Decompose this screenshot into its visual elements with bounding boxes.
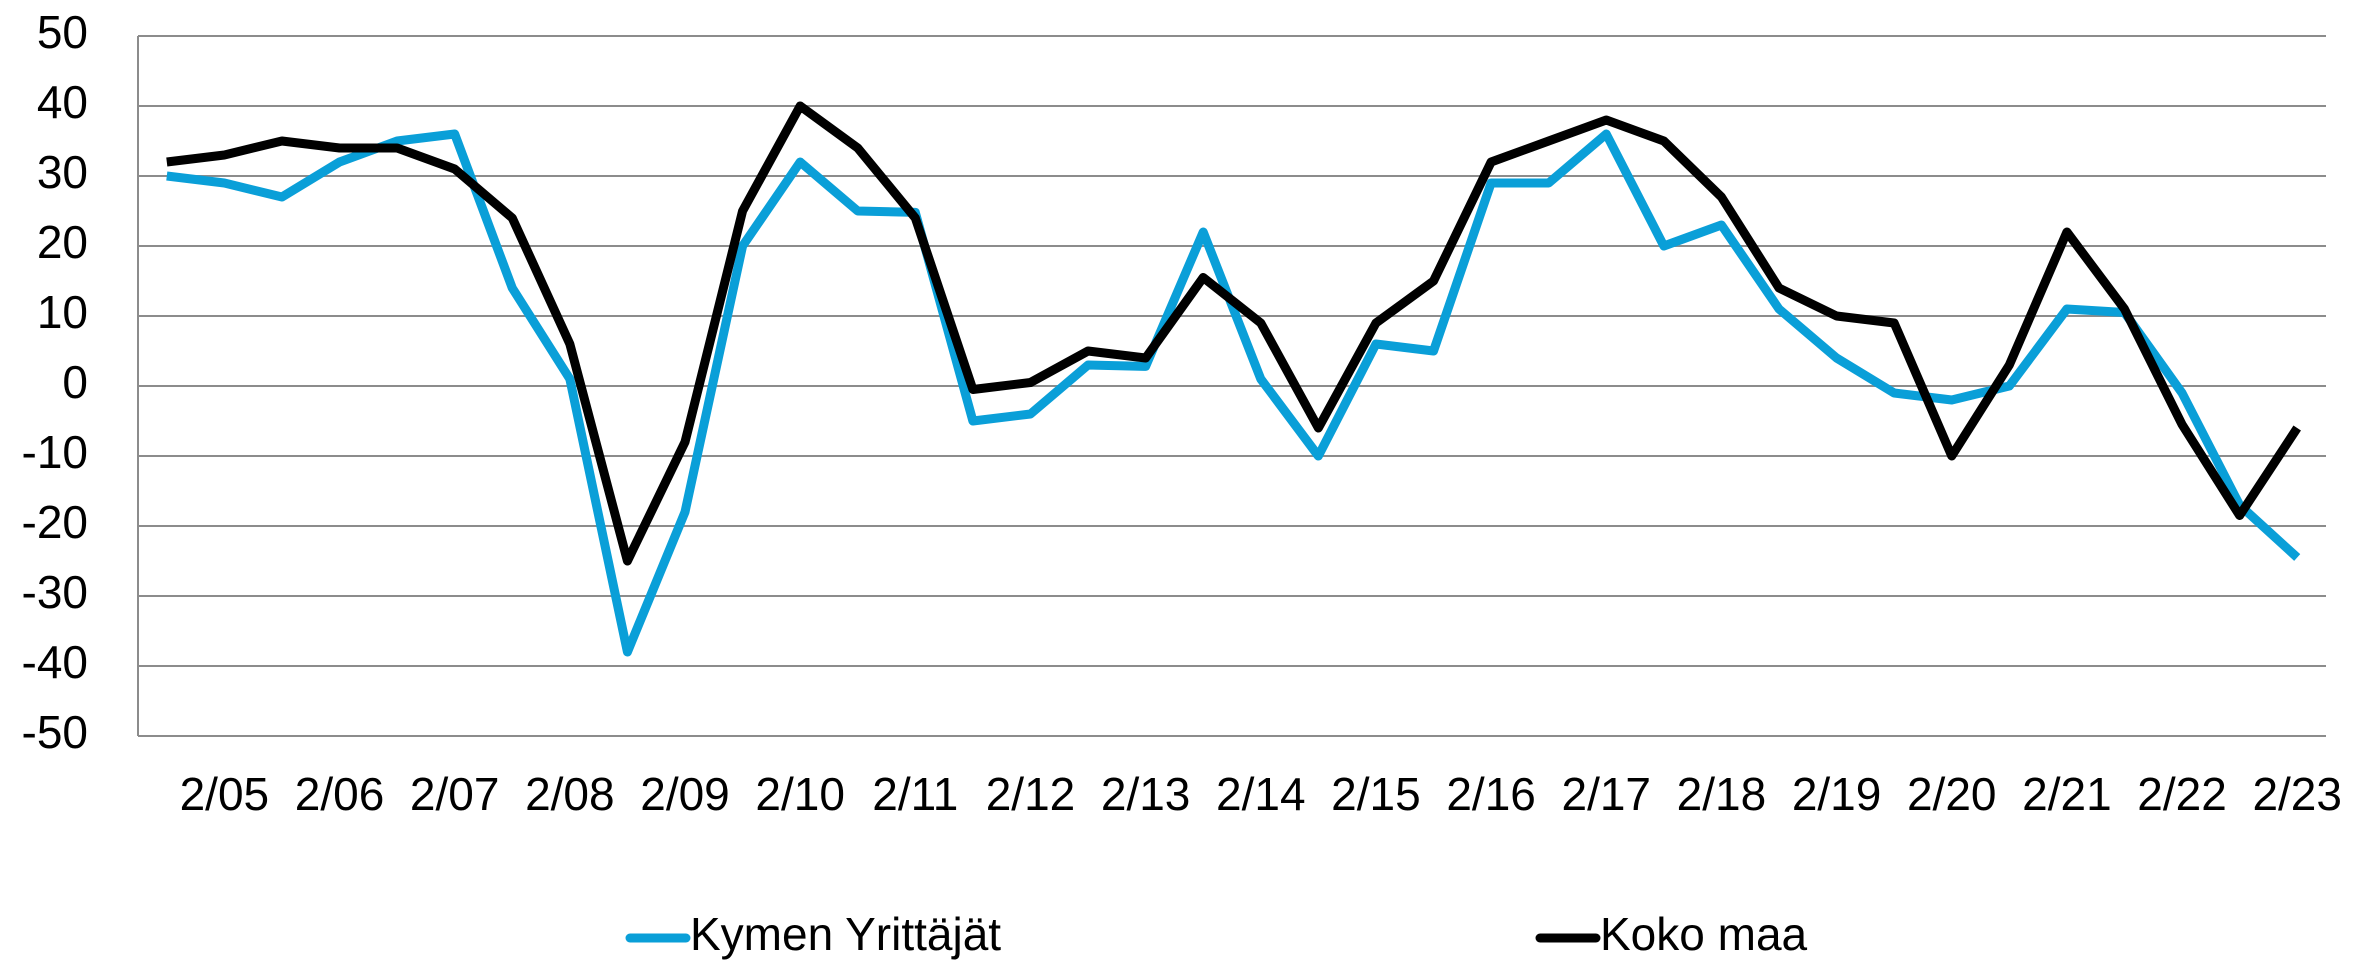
series-line (166, 101, 2301, 566)
y-tick-label: 20 (37, 216, 88, 268)
y-tick-label: -50 (22, 706, 88, 758)
x-tick-label: 2/21 (2022, 768, 2112, 820)
x-tick-label: 2/17 (1561, 768, 1651, 820)
y-tick-label: -10 (22, 426, 88, 478)
x-tick-label: 2/05 (180, 768, 270, 820)
x-tick-label: 2/11 (872, 768, 958, 820)
series-line (166, 129, 2301, 657)
y-tick-label: 40 (37, 76, 88, 128)
x-tick-label: 2/09 (640, 768, 730, 820)
legend-label: Koko maa (1600, 908, 1808, 960)
y-tick-label: -20 (22, 496, 88, 548)
x-tick-label: 2/22 (2137, 768, 2227, 820)
x-tick-label: 2/12 (986, 768, 1076, 820)
x-tick-label: 2/23 (2252, 768, 2342, 820)
y-tick-label: 10 (37, 286, 88, 338)
x-tick-label: 2/10 (755, 768, 845, 820)
x-tick-label: 2/15 (1331, 768, 1421, 820)
x-tick-label: 2/08 (525, 768, 615, 820)
legend-label: Kymen Yrittäjät (690, 908, 1001, 960)
y-tick-label: 0 (62, 356, 88, 408)
x-tick-label: 2/14 (1216, 768, 1306, 820)
y-tick-label: -30 (22, 566, 88, 618)
y-tick-label: 30 (37, 146, 88, 198)
x-tick-label: 2/16 (1446, 768, 1536, 820)
x-tick-label: 2/07 (410, 768, 500, 820)
x-tick-label: 2/13 (1101, 768, 1191, 820)
x-tick-label: 2/06 (295, 768, 385, 820)
x-tick-label: 2/18 (1677, 768, 1767, 820)
x-tick-label: 2/20 (1907, 768, 1997, 820)
y-tick-label: -40 (22, 636, 88, 688)
y-tick-label: 50 (37, 6, 88, 58)
x-tick-label: 2/19 (1792, 768, 1882, 820)
